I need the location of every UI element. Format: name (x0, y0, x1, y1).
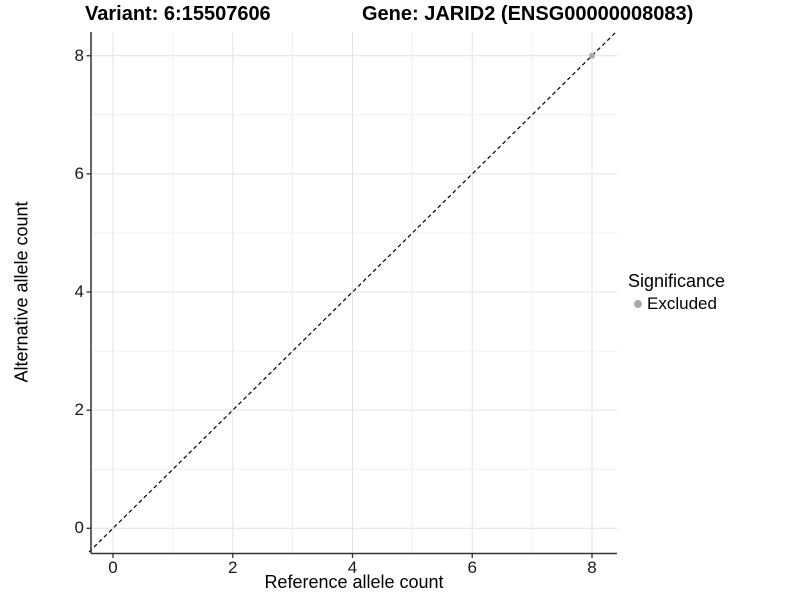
legend: Significance Excluded (628, 271, 725, 314)
plot-title-variant: Variant: 6:15507606 (85, 3, 271, 25)
x-tick-label: 4 (347, 558, 358, 577)
x-axis-title: Reference allele count (264, 572, 444, 592)
y-tick-label: 8 (74, 45, 84, 65)
legend-item-label: Excluded (647, 294, 717, 313)
y-tick-label: 2 (74, 400, 84, 420)
x-tick-label: 0 (108, 558, 118, 577)
y-axis-title: Alternative allele count (11, 201, 32, 383)
y-tick-label: 4 (74, 282, 84, 302)
x-tick-label: 2 (228, 558, 238, 577)
data-point (589, 52, 595, 59)
legend-point-icon (634, 300, 642, 308)
plot-title-gene: Gene: JARID2 (ENSG00000008083) (362, 3, 694, 25)
identity-reference-line (88, 31, 617, 553)
x-tick-label: 8 (587, 558, 597, 577)
y-tick-label: 0 (74, 518, 84, 538)
y-tick-label: 6 (74, 163, 84, 183)
legend-title: Significance (628, 271, 726, 291)
x-tick-label: 6 (467, 558, 477, 577)
legend-item-excluded: Excluded (628, 294, 725, 314)
